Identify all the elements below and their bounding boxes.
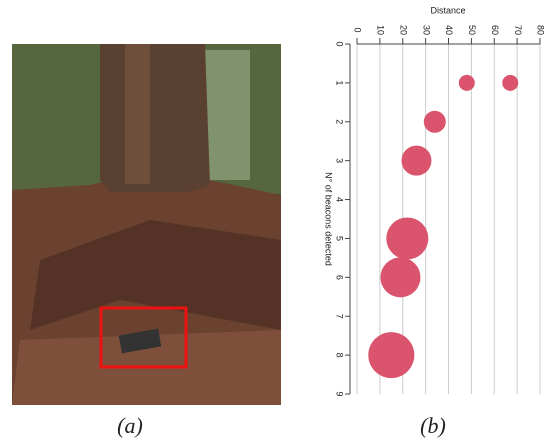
x-tick-label: 1 xyxy=(335,80,345,85)
figure: (a) (b) Distance N° of beacons detected … xyxy=(0,0,544,443)
x-tick-label: 8 xyxy=(335,353,345,358)
y-tick-label: 30 xyxy=(421,25,431,35)
bubble xyxy=(386,217,428,259)
bubble xyxy=(368,332,414,378)
y-tick-label: 40 xyxy=(444,25,454,35)
x-tick-label: 4 xyxy=(335,197,345,202)
y-tick-label: 60 xyxy=(490,25,500,35)
x-tick-label: 2 xyxy=(335,119,345,124)
y-tick-label: 10 xyxy=(376,25,386,35)
bubble xyxy=(401,146,431,176)
plot: 0 10 20 30 40 50 60 70 80 0 1 2 3 4 5 6 7 8 9 xyxy=(335,25,544,397)
caption: (a) xyxy=(117,413,143,438)
y-tick-label: 20 xyxy=(398,25,408,35)
caption: (b) xyxy=(420,413,446,438)
y-tick-label: 80 xyxy=(536,25,544,35)
axis-label: N° of beacons detected xyxy=(324,172,334,266)
x-tick-label: 9 xyxy=(335,391,345,396)
bubble xyxy=(459,75,475,91)
y-tick-label: 50 xyxy=(467,25,477,35)
bubble xyxy=(502,75,518,91)
bubble xyxy=(380,257,420,297)
chart-title: Distance xyxy=(430,5,465,15)
bubble xyxy=(424,111,446,133)
x-tick-label: 5 xyxy=(335,236,345,241)
x-tick-label: 7 xyxy=(335,314,345,319)
y-tick-label: 70 xyxy=(513,25,523,35)
x-tick-label: 3 xyxy=(335,158,345,163)
photo xyxy=(12,44,281,405)
x-tick-label: 6 xyxy=(335,275,345,280)
y-tick-label: 0 xyxy=(353,27,363,32)
x-tick-label: 0 xyxy=(335,41,345,46)
